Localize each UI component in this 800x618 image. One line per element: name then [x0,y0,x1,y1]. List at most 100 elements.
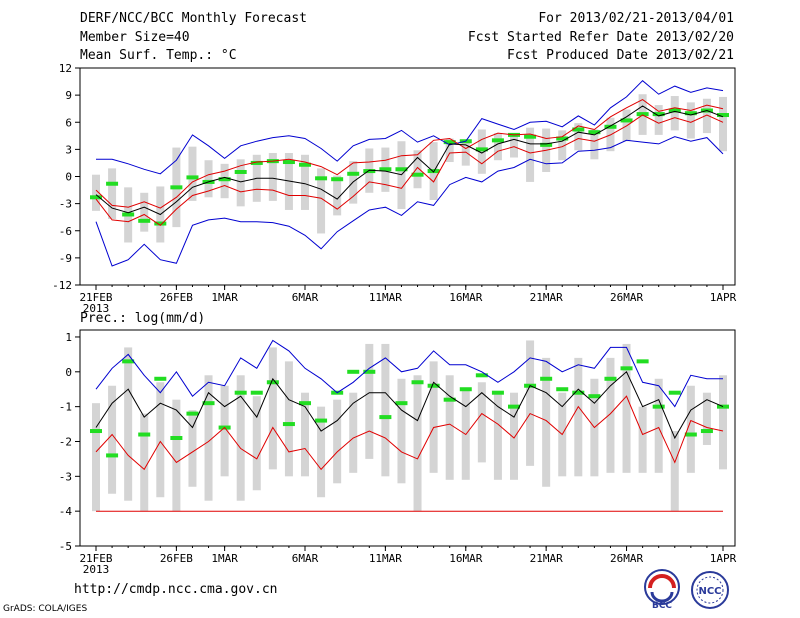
temp-climatology-mark [668,108,681,113]
temp-xtick-label: 21MAR [530,291,563,304]
prec-spread-box [670,431,679,512]
forecast-started-date: Fcst Started Refer Date 2013/02/20 [467,30,734,45]
temp-spread-box [108,168,117,219]
temp-series-p_low [95,114,724,226]
prec-climatology-mark [138,432,151,437]
temp-xtick-label: 16MAR [449,291,482,304]
temp-climatology-mark [363,169,376,174]
temp-spread-box [493,133,502,161]
prec-spread-box [719,375,727,470]
temp-climatology-mark [556,136,569,141]
prec-series-mean [95,370,724,440]
temp-climatology-mark [636,112,649,117]
temp-ytick-label: 6 [65,116,72,129]
source-url[interactable]: http://cmdp.ncc.cma.gov.cn [74,582,278,597]
prec-spread-box [574,357,583,477]
temp-climatology-mark [540,142,553,147]
prec-climatology-mark [347,369,360,374]
prec-xtick-label: 26MAR [610,552,643,565]
prec-panel-title: Prec.: log(mm/d) [80,311,205,326]
temp-spread-box [590,129,599,160]
prec-spread-box [526,340,535,466]
prec-spread-box [638,406,647,473]
temp-xtick-label: 26FEB [160,291,193,304]
temp-climatology-mark [524,134,537,139]
prec-series-max [95,339,723,408]
prec-spread-box [429,361,438,473]
temp-spread-box [317,168,326,234]
temp-ytick-label: -3 [59,198,72,211]
prec-spread-box [477,382,486,463]
temp-series-mean [95,105,724,216]
prec-spread-box [333,399,342,484]
prec-ytick-label: -2 [59,435,72,448]
prec-climatology-mark [700,429,713,434]
prec-spread-box [284,361,293,477]
prec-series-min [95,395,724,471]
prec-climatology-mark [620,366,633,371]
prec-spread-box [156,382,165,498]
ncc-logo: NCC [691,571,729,609]
prec-spread-box [510,392,518,480]
prec-xtick-label: 16MAR [449,552,482,565]
prec-spread-box [445,375,454,480]
temp-spread-box [574,123,583,151]
ncc-logo-text: NCC [698,586,721,597]
prec-climatology-mark [234,390,247,395]
prec-spread-box [606,357,615,473]
prec-spread-box [381,343,390,477]
temp-spread-box [333,175,342,216]
temp-climatology-mark [122,212,135,217]
prec-spread-box [702,392,711,445]
prec-spread-box [493,392,502,480]
temp-ytick-label: -6 [59,225,72,238]
temp-climatology-mark [491,138,504,143]
prec-climatology-mark [202,401,215,406]
prec-climatology-mark [90,429,102,434]
prec-spread-box [252,396,261,491]
prec-climatology-mark [315,418,328,423]
prec-spread-box [542,357,551,487]
temp-climatology-mark [234,169,247,174]
prec-climatology-mark [459,387,472,392]
temp-climatology-mark [170,185,183,190]
temp-climatology-mark [106,181,119,186]
prec-spread-box [654,378,663,473]
prec-xtick-label: 1MAR [211,552,238,565]
temp-ytick-label: -12 [52,279,72,292]
temp-spread-box [558,130,567,161]
temp-climatology-mark [588,130,601,135]
prec-spread-box [220,385,229,477]
prec-climatology-mark [491,390,504,395]
temp-ytick-label: 0 [65,171,72,184]
prec-climatology-mark [540,376,553,381]
prec-spread-box [268,347,277,470]
prec-climatology-mark [572,390,585,395]
prec-xtick-label: 21FEB [79,552,112,565]
prec-climatology-mark [154,376,167,381]
temp-xtick-label: 1APR [710,291,737,304]
prec-spread-box [124,347,133,501]
temp-climatology-mark [572,127,585,132]
temp-xtick-label: 26MAR [610,291,643,304]
prec-spread-box [108,385,117,494]
prec-climatology-mark [588,394,601,399]
temp-climatology-mark [90,195,102,200]
temp-series-p_high [95,99,724,209]
prec-climatology-mark [604,376,617,381]
temp-xtick-label: 21FEB [79,291,112,304]
temp-spread-box [526,127,535,182]
temp-spread-box [92,174,100,211]
temp-climatology-mark [443,140,456,145]
temp-climatology-mark [138,218,151,223]
temp-climatology-mark [299,162,311,167]
prec-xtick-label: 11MAR [369,552,402,565]
prec-climatology-mark [652,404,665,409]
temp-ytick-label: -9 [59,252,72,265]
prec-climatology-mark [282,422,295,427]
temp-climatology-mark [218,177,231,182]
prec-climatology-mark [379,415,392,420]
prec-climatology-mark [684,432,697,437]
temp-xtick-label: 11MAR [369,291,402,304]
